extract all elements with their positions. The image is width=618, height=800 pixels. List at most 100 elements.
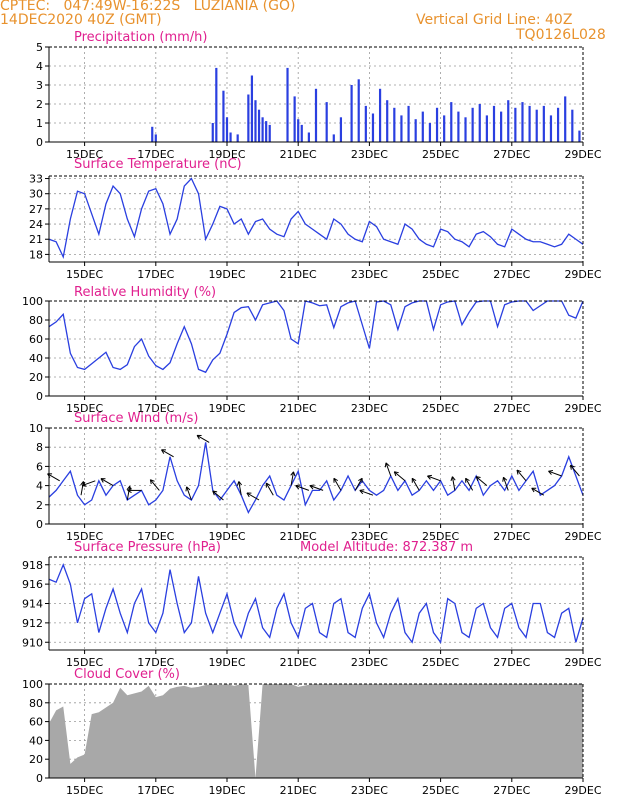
y-tick-label: 20 — [29, 753, 43, 766]
x-tick-label: 19DEC — [208, 530, 245, 543]
x-tick-label: 15DEC — [66, 268, 103, 281]
precip-bar — [478, 104, 481, 142]
wind-arrow-head — [450, 476, 453, 482]
wind-arrow-shaft — [548, 470, 562, 477]
precip-bar — [450, 102, 453, 142]
wind-arrow-shaft — [359, 489, 374, 496]
wind-arrow-shaft — [81, 480, 96, 487]
precip-bar — [464, 117, 467, 142]
header-station: CPTEC: 047:49W-16:22S LUZIANIA (GO) — [0, 0, 296, 14]
x-tick-label: 29DEC — [564, 530, 601, 543]
x-tick-label: 29DEC — [564, 784, 601, 797]
x-tick-label: 17DEC — [137, 530, 174, 543]
x-tick-label: 27DEC — [493, 402, 530, 415]
x-tick-label: 19DEC — [208, 402, 245, 415]
y-tick-label: 0 — [36, 772, 43, 785]
header-code: TQ0126L028 — [516, 27, 606, 43]
precip-bar — [211, 123, 214, 142]
wind-arrow-shaft — [475, 476, 488, 486]
wind-arrow-head — [149, 479, 152, 485]
precip-bar — [386, 100, 389, 142]
y-tick-label: 0 — [36, 136, 43, 149]
y-tick-label: 2 — [36, 98, 43, 111]
precip-bar — [293, 96, 296, 142]
panel-6 — [45, 683, 584, 782]
wind-arrow-head — [196, 435, 200, 440]
wind-arrow — [359, 489, 374, 496]
x-tick-label: 25DEC — [422, 148, 459, 161]
precip-bar — [435, 107, 439, 142]
wind-arrow-head — [186, 486, 191, 491]
wind-arrow-head — [476, 476, 481, 478]
wind-arrow — [465, 477, 474, 491]
wind-arrow-shaft — [354, 478, 363, 491]
panel-title: Cloud Cover (%) — [74, 667, 180, 682]
wind-arrow-head — [359, 489, 365, 491]
x-tick-label: 21DEC — [280, 530, 317, 543]
wind-arrow-head — [452, 476, 456, 481]
x-tick-label: 21DEC — [280, 656, 317, 669]
precip-bar — [307, 132, 310, 142]
x-tick-label: 23DEC — [351, 268, 388, 281]
x-tick-label: 21DEC — [280, 148, 317, 161]
x-tick-label: 27DEC — [493, 656, 530, 669]
precip-bar — [286, 67, 289, 142]
wind-arrow-head — [82, 485, 87, 487]
precip-bar — [414, 119, 417, 142]
wind-arrow — [290, 471, 296, 486]
x-tick-label: 15DEC — [66, 530, 103, 543]
series-line-5 — [48, 562, 584, 644]
precip-bar — [528, 105, 531, 142]
precip-bar — [400, 115, 403, 142]
x-tick-label: 21DEC — [280, 268, 317, 281]
wind-arrow — [196, 434, 210, 443]
precip-bar — [471, 107, 474, 142]
wind-arrow-head — [531, 487, 535, 493]
y-tick-label: 60 — [29, 333, 43, 346]
wind-arrow — [475, 476, 488, 486]
y-tick-label: 21 — [29, 233, 43, 246]
wind-arrow-head — [290, 471, 294, 476]
wind-arrow — [265, 482, 274, 496]
x-tick-label: 15DEC — [66, 402, 103, 415]
y-tick-label: 33 — [29, 173, 43, 186]
wind-arrow — [236, 481, 243, 496]
wind-arrow-head — [246, 492, 250, 498]
y-tick-label: 5 — [36, 41, 43, 54]
wind-arrow-shaft — [570, 464, 580, 477]
wind-arrow-head — [161, 449, 165, 454]
precip-bar — [500, 111, 503, 142]
x-tick-label: 19DEC — [208, 148, 245, 161]
wind-arrow-shaft — [451, 476, 456, 491]
wind-arrow-head — [81, 481, 86, 486]
wind-arrow-shaft — [161, 449, 174, 458]
precip-bar — [300, 124, 303, 142]
wind-arrow-shaft — [427, 475, 441, 482]
precip-bar — [521, 102, 524, 142]
panel-title: Surface Temperature (nC) — [74, 157, 242, 172]
wind-arrow-shaft — [411, 478, 420, 491]
precip-bar — [393, 107, 396, 142]
y-tick-label: 24 — [29, 218, 43, 231]
panel-4 — [45, 427, 584, 528]
x-tick-label: 17DEC — [137, 656, 174, 669]
precip-bar — [485, 115, 488, 142]
panel-2 — [45, 175, 584, 266]
y-tick-label: 916 — [22, 578, 43, 591]
wind-arrow-head — [385, 462, 390, 467]
wind-arrow — [531, 487, 545, 496]
precip-bar — [151, 126, 154, 142]
wind-arrow-head — [393, 471, 397, 477]
x-tick-label: 15DEC — [66, 784, 103, 797]
y-tick-label: 80 — [29, 697, 43, 710]
wind-arrow — [354, 477, 363, 491]
wind-arrow-head — [358, 477, 363, 482]
precip-bar — [571, 109, 574, 142]
precip-bar — [492, 105, 496, 142]
wind-arrow-head — [516, 469, 519, 475]
x-tick-label: 25DEC — [422, 402, 459, 415]
wind-arrow-shaft — [212, 490, 224, 501]
wind-arrow-head — [295, 484, 301, 487]
wind-arrow-head — [359, 490, 364, 495]
